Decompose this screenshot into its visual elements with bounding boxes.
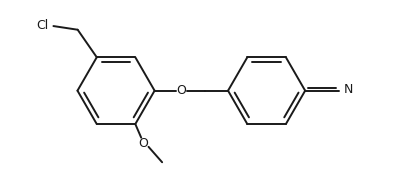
Text: O: O [138,137,148,150]
Text: O: O [176,84,186,97]
Text: Cl: Cl [36,19,48,32]
Text: N: N [343,83,353,96]
